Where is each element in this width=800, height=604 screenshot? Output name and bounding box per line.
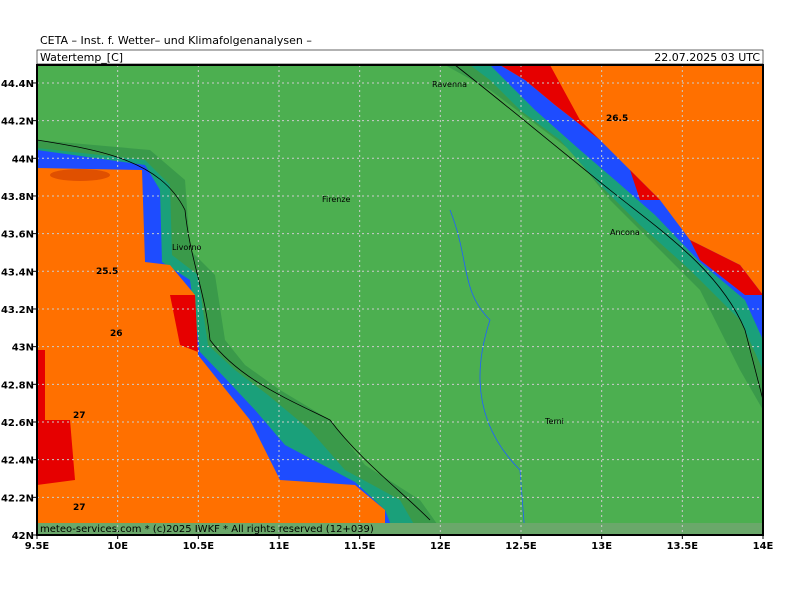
header-title: CETA – Inst. f. Wetter– und Klimafolgena… bbox=[40, 34, 312, 47]
coastline bbox=[454, 64, 764, 401]
lon-tick-label: 13E bbox=[591, 541, 612, 552]
lon-tick-label: 11E bbox=[269, 541, 290, 552]
lat-tick-label: 42.8N bbox=[1, 380, 34, 391]
contour-label: 27 bbox=[73, 411, 86, 421]
variable-label: Watertemp_[C] bbox=[40, 51, 123, 64]
lat-tick-label: 43N bbox=[12, 343, 34, 354]
city-label: Ravenna bbox=[432, 80, 467, 89]
city-label: Livorno bbox=[172, 243, 202, 252]
warm-patch bbox=[37, 420, 75, 485]
warm-sea bbox=[37, 168, 385, 535]
warm-patch bbox=[500, 65, 600, 140]
lon-tick-label: 12.5E bbox=[505, 541, 537, 552]
lat-tick-label: 42.4N bbox=[1, 456, 34, 467]
warm-patch bbox=[630, 170, 660, 200]
city-label: Ancona bbox=[610, 228, 640, 237]
contour-label: 26.5 bbox=[606, 114, 628, 124]
lon-tick-label: 12E bbox=[430, 541, 451, 552]
axes: 9.5E 10E 10.5E 11E 11.5E 12E 12.5E 13E 13.5E 14E 4… bbox=[1, 79, 774, 552]
coastline bbox=[36, 139, 431, 521]
contour-label: 25.5 bbox=[96, 267, 118, 277]
river bbox=[449, 209, 526, 536]
lat-tick-label: 43.8N bbox=[1, 192, 34, 203]
contour-label: 27 bbox=[73, 503, 86, 513]
lat-tick-label: 43.6N bbox=[1, 230, 34, 241]
city-label: Terni bbox=[544, 417, 564, 426]
valid-time: 22.07.2025 03 UTC bbox=[654, 51, 760, 64]
warm-patch bbox=[37, 350, 45, 420]
map-frame bbox=[36, 64, 764, 536]
lat-tick-label: 44.4N bbox=[1, 79, 34, 90]
lat-tick-label: 43.4N bbox=[1, 267, 34, 278]
lat-tick-label: 42.2N bbox=[1, 493, 34, 504]
lat-tick-label: 44N bbox=[12, 154, 34, 165]
city-label: Firenze bbox=[322, 195, 351, 204]
map-area: Ravenna Firenze Livorno Ancona Terni 26.… bbox=[36, 64, 764, 536]
footer-strip bbox=[37, 523, 763, 535]
lat-tick-label: 43.2N bbox=[1, 305, 34, 316]
lon-tick-label: 9.5E bbox=[25, 541, 50, 552]
lon-tick-label: 10.5E bbox=[183, 541, 215, 552]
lat-tick-label: 44.2N bbox=[1, 117, 34, 128]
warm-sea bbox=[500, 65, 763, 295]
lon-tick-label: 10E bbox=[107, 541, 128, 552]
footer: meteo-services.com * (c)2025 IWKF * All … bbox=[40, 524, 374, 535]
lat-tick-label: 42N bbox=[12, 531, 34, 542]
lon-tick-label: 14E bbox=[753, 541, 774, 552]
warm-patch bbox=[690, 240, 763, 295]
warm-patch bbox=[50, 169, 110, 181]
contour-label: 26 bbox=[110, 329, 123, 339]
lon-tick-label: 13.5E bbox=[667, 541, 699, 552]
lat-tick-label: 42.6N bbox=[1, 418, 34, 429]
lon-tick-label: 11.5E bbox=[344, 541, 376, 552]
